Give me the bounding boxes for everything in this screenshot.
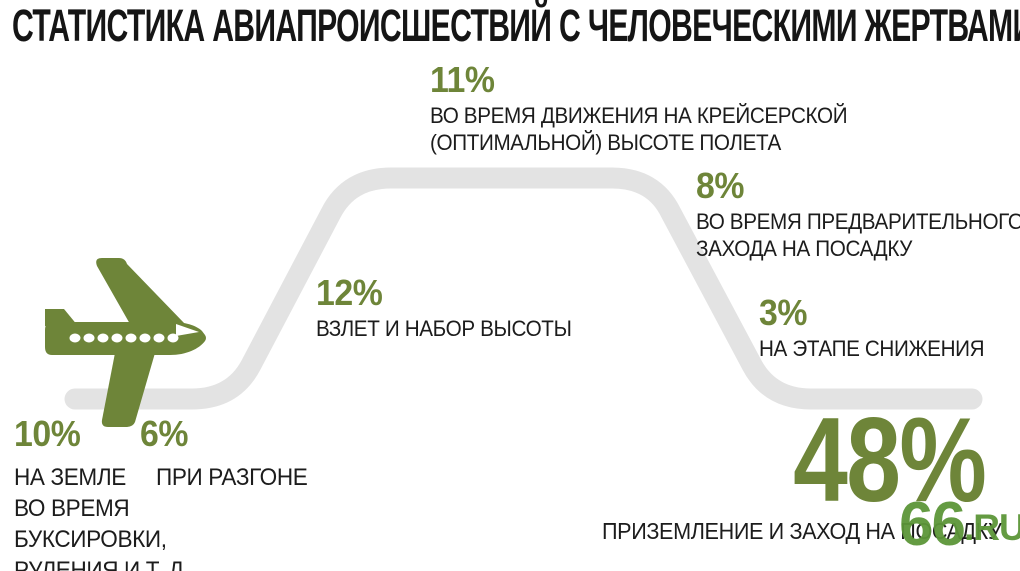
stat-block-descent: 3% НА ЭТАПЕ СНИЖЕНИЯ <box>759 293 999 362</box>
66ru-watermark: 66 .RU <box>899 490 1020 559</box>
stat-pct-ground: 10% <box>14 413 81 454</box>
stat-block-cruise: 11% ВО ВРЕМЯ ДВИЖЕНИЯ НА КРЕЙСЕРСКОЙ (ОП… <box>430 60 874 156</box>
stat-pct-acceleration: 6% <box>140 413 188 454</box>
stat-label-line: (ОПТИМАЛЬНОЙ) ВЫСОТЕ ПОЛЕТА <box>430 130 781 155</box>
stat-label-line: ВЗЛЕТ И НАБОР ВЫСОТЫ <box>316 316 572 341</box>
stat-label-line: ВО ВРЕМЯ ДВИЖЕНИЯ НА КРЕЙСЕРСКОЙ <box>430 103 848 128</box>
watermark-suffix: .RU <box>963 507 1020 549</box>
stat-label-line: НА ЗЕМЛЕ <box>14 464 126 491</box>
stat-label-line: ВО ВРЕМЯ ПРЕДВАРИТЕЛЬНОГО <box>696 209 1020 234</box>
stat-pct-descent: 3% <box>759 292 807 333</box>
stat-label-line: ВО ВРЕМЯ <box>14 495 130 522</box>
stat-label-line: РУЛЕНИЯ И Т. Д. <box>14 557 190 571</box>
stat-pct-takeoff-climb: 12% <box>316 272 383 313</box>
stat-label-line: БУКСИРОВКИ, <box>14 526 167 553</box>
stat-pct-pre-approach: 8% <box>696 165 744 206</box>
stat-label-line: НА ЭТАПЕ СНИЖЕНИЯ <box>759 336 985 361</box>
watermark-number: 66 <box>899 490 966 559</box>
stat-pct-landing: 48% <box>792 393 987 527</box>
page-title: СТАТИСТИКА АВИАПРОИСШЕСТВИЙ С ЧЕЛОВЕЧЕСК… <box>12 0 1020 51</box>
stat-label-landing: ПРИЗЕМЛЕНИЕ И ЗАХОД НА ПОСАДКУ <box>602 518 1002 544</box>
stat-label-line: ПРИ РАЗГОНЕ <box>156 464 308 491</box>
stat-block-pre-approach: 8% ВО ВРЕМЯ ПРЕДВАРИТЕЛЬНОГО ЗАХОДА НА П… <box>696 166 1020 262</box>
stat-block-takeoff-climb: 12% ВЗЛЕТ И НАБОР ВЫСОТЫ <box>316 273 588 342</box>
stat-pct-cruise: 11% <box>430 59 495 100</box>
stat-block-acceleration: 6% ПРИ РАЗГОНЕ <box>138 414 317 493</box>
airplane-icon <box>45 258 206 427</box>
stat-block-ground: 10% НА ЗЕМЛЕ ВО ВРЕМЯ БУКСИРОВКИ, РУЛЕНИ… <box>14 414 200 571</box>
stat-label-line: ЗАХОДА НА ПОСАДКУ <box>696 236 912 261</box>
